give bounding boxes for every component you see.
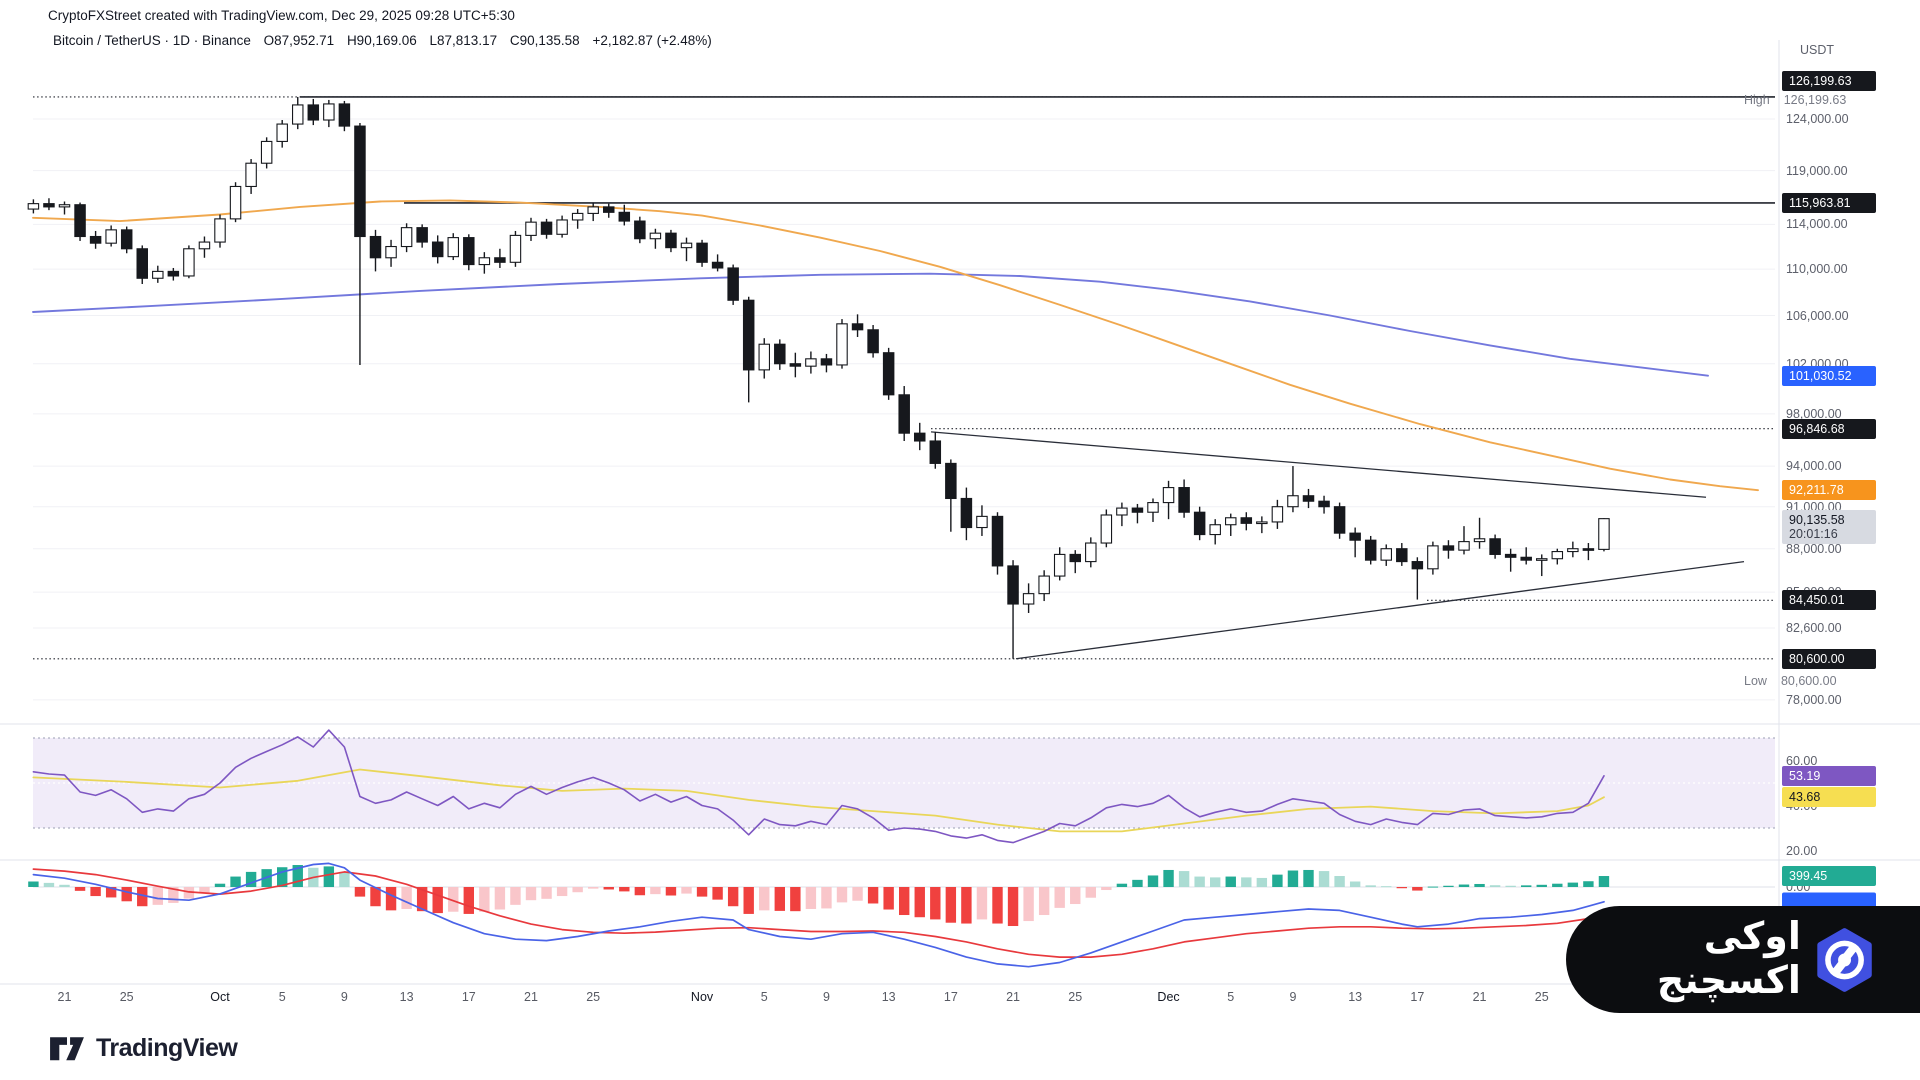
price-change: +2,182.87 (+2.48%) (592, 33, 712, 48)
rsi-axis-label: 20.00 (1786, 843, 1818, 858)
current-price-value: 90,135.58 (1789, 512, 1845, 527)
price-level-badge: 101,030.52 (1782, 365, 1876, 386)
tradingview-logo-icon (50, 1037, 84, 1061)
price-axis-label: 98,000.00 (1786, 406, 1842, 421)
current-price-badge: 90,135.58 20:01:16 (1782, 509, 1876, 544)
price-axis-label: 88,000.00 (1786, 541, 1842, 556)
time-axis-day-label: 5 (278, 990, 286, 1004)
price-axis-label: 94,000.00 (1786, 459, 1842, 474)
watermark: CryptoFXStreet created with TradingView.… (48, 8, 515, 23)
low-price-row: Low 80,600.00 (1744, 674, 1837, 688)
price-level-badge: 92,211.78 (1782, 480, 1876, 501)
time-axis-month-label: Oct (210, 990, 230, 1004)
moving-averages (32, 199, 1759, 492)
tradingview-logo-text: TradingView (96, 1033, 238, 1062)
brand-overlay-text: اوکی اکسچنج (1656, 913, 1801, 1002)
time-axis-day-label: 21 (57, 990, 72, 1004)
rsi-value-badge: 53.19 (1782, 765, 1876, 786)
ohlc-open: O87,952.71 (263, 33, 335, 48)
ohlc-high: H90,169.06 (346, 33, 417, 48)
price-axis-label: 82,600.00 (1786, 621, 1842, 636)
ohlc-low: L87,813.17 (429, 33, 498, 48)
time-axis-day-label: 25 (119, 990, 134, 1004)
time-axis-day-label: 9 (340, 990, 348, 1004)
gridlines (0, 40, 1920, 985)
candlestick-series[interactable] (27, 96, 1610, 659)
ohlc-close: C90,135.58 (509, 33, 580, 48)
axis-currency-label: USDT (1800, 43, 1835, 57)
time-axis-day-label: 17 (461, 990, 476, 1004)
time-axis-month-label: Dec (1157, 990, 1180, 1004)
price-level-lines[interactable] (33, 96, 1775, 660)
bar-countdown: 20:01:16 (1789, 526, 1838, 541)
time-axis-day-label: 25 (586, 990, 601, 1004)
time-axis-day-label: 9 (822, 990, 830, 1004)
time-axis-day-label: 9 (1289, 990, 1297, 1004)
time-axis-day-label: 5 (760, 990, 768, 1004)
price-axis-label: 106,000.00 (1786, 308, 1849, 323)
price-level-badge: 84,450.01 (1782, 590, 1876, 611)
price-level-badge: 96,846.68 (1782, 418, 1876, 439)
time-axis-day-label: 5 (1227, 990, 1235, 1004)
time-axis-day-label: 25 (1068, 990, 1083, 1004)
brand-overlay-pill: اوکی اکسچنج (1566, 906, 1920, 1013)
macd-hist-value-badge: 399.45 (1782, 866, 1876, 887)
time-axis-day-label: 13 (881, 990, 896, 1004)
time-axis-day-label: 17 (1410, 990, 1425, 1004)
time-axis-day-label: 13 (399, 990, 414, 1004)
time-axis-day-label: 25 (1534, 990, 1549, 1004)
rsi-value-badge: 43.68 (1782, 787, 1876, 808)
macd-indicator[interactable] (28, 862, 1610, 968)
rsi-axis-label: 60.00 (1786, 753, 1818, 768)
exchange-logo-icon (1817, 927, 1872, 992)
time-axis-day-label: 17 (943, 990, 958, 1004)
symbol-title-row: Bitcoin / TetherUS · 1D · Binance O87,95… (53, 33, 721, 48)
price-axis-label: 78,000.00 (1786, 692, 1842, 707)
price-axis-label: 119,000.00 (1786, 163, 1848, 178)
tradingview-footer-logo[interactable]: TradingView (46, 1028, 238, 1068)
price-axis-label: 114,000.00 (1786, 217, 1848, 232)
time-axis-day-label: 21 (1472, 990, 1487, 1004)
time-axis-day-label: 13 (1348, 990, 1363, 1004)
symbol-name[interactable]: Bitcoin / TetherUS · 1D · Binance (53, 33, 251, 48)
time-axis-day-label: 21 (524, 990, 538, 1004)
price-axis-label: 124,000.00 (1786, 112, 1849, 126)
price-axis-label: 110,000.00 (1786, 262, 1848, 277)
high-price-row: High 126,199.63 (1744, 93, 1847, 107)
price-level-badge: 115,963.81 (1782, 192, 1876, 213)
rsi-indicator[interactable] (32, 729, 1605, 844)
time-axis-month-label: Nov (690, 990, 714, 1004)
price-level-badge: 126,199.63 (1782, 71, 1876, 91)
price-level-badge: 80,600.00 (1782, 648, 1876, 669)
time-axis-day-label: 21 (1006, 990, 1020, 1004)
triangle-trendlines[interactable] (930, 431, 1745, 660)
